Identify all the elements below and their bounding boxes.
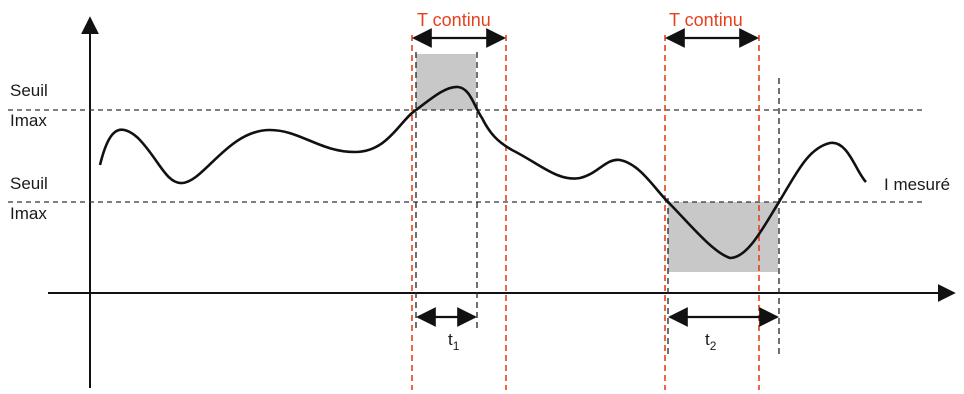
t2-label-sub: 2 bbox=[710, 339, 717, 353]
measured-current-label: I mesuré bbox=[884, 175, 950, 194]
t2-label-main: t bbox=[705, 330, 710, 349]
threshold-lower-label-line1: Seuil bbox=[10, 174, 48, 193]
t-continu-1-label: T continu bbox=[417, 10, 491, 30]
shaded-region-1 bbox=[416, 54, 476, 110]
t2-label: t2 bbox=[705, 330, 717, 353]
threshold-upper-label-line2: Imax bbox=[10, 111, 47, 130]
threshold-lower-label-line2: Imax bbox=[10, 204, 47, 223]
shaded-region-2 bbox=[668, 202, 778, 272]
t-continu-2-label: T continu bbox=[669, 10, 743, 30]
t1-label: t1 bbox=[448, 330, 460, 353]
t1-label-main: t bbox=[448, 330, 453, 349]
threshold-upper-label-line1: Seuil bbox=[10, 81, 48, 100]
measured-current-curve bbox=[98, 85, 867, 260]
t1-label-sub: 1 bbox=[453, 339, 460, 353]
